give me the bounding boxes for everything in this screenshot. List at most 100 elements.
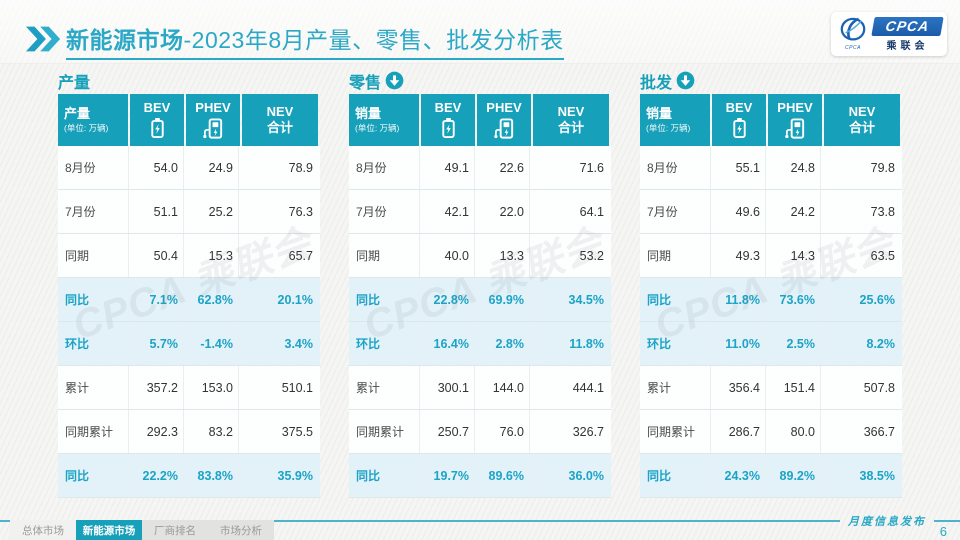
row-label: 同比 (647, 469, 672, 483)
table-row: 8月份 55.1 24.8 79.8 (640, 146, 902, 190)
row-label: 同期 (356, 249, 381, 263)
cell-nev: 375.5 (238, 410, 320, 453)
cell-bev: 49.6 (710, 190, 765, 233)
nev-label-line1: NEV (848, 104, 876, 119)
cell-phev: 62.8% (183, 278, 238, 321)
double-chevron-icon (26, 26, 62, 52)
header-nev-cell: NEV 合计 (533, 94, 609, 146)
cell-nev: 63.5 (820, 234, 902, 277)
row-label: 环比 (356, 337, 381, 351)
nav-tab-4[interactable]: 市场分析 (208, 520, 274, 540)
cell-bev: 356.4 (710, 366, 765, 409)
measure-label: 销量 (646, 106, 673, 121)
cell-bev: 250.7 (419, 410, 474, 453)
cell-nev: 78.9 (238, 146, 320, 189)
header-measure-cell: 销量 (单位: 万辆) (349, 94, 419, 146)
charging-station-icon (784, 117, 807, 140)
cell-bev: 5.7% (128, 322, 183, 365)
unit-label: (单位: 万辆) (646, 123, 691, 133)
cell-phev: 24.9 (183, 146, 238, 189)
phev-label: PHEV (195, 99, 231, 115)
cell-phev: 151.4 (765, 366, 820, 409)
nev-label-line1: NEV (266, 104, 294, 119)
nav-tab-2[interactable]: 新能源市场 (76, 520, 142, 540)
row-label: 8月份 (356, 161, 387, 175)
nav-tab-1[interactable]: 总体市场 (10, 520, 76, 540)
cell-nev: 8.2% (820, 322, 902, 365)
table-header-row: 销量 (单位: 万辆) BEV PHEV NEV 合计 (640, 94, 902, 146)
cell-bev: 49.3 (710, 234, 765, 277)
bev-label: BEV (143, 99, 171, 115)
table-row: 累计 357.2 153.0 510.1 (58, 366, 320, 410)
table-row: 7月份 51.1 25.2 76.3 (58, 190, 320, 234)
cell-nev: 71.6 (529, 146, 611, 189)
logo-cn-text: 乘联会 (886, 40, 929, 52)
bev-label: BEV (434, 99, 462, 115)
row-label: 累计 (356, 381, 381, 395)
nav-tab-3[interactable]: 厂商排名 (142, 520, 208, 540)
table-row: 同比 11.8% 73.6% 25.6% (640, 278, 902, 322)
cell-bev: 357.2 (128, 366, 183, 409)
table-row: 环比 5.7% -1.4% 3.4% (58, 322, 320, 366)
emblem-caption: CPCA (845, 45, 861, 51)
row-label: 同期累计 (647, 425, 696, 439)
page-title-main: 新能源市场 (66, 27, 184, 53)
table-row: 环比 11.0% 2.5% 8.2% (640, 322, 902, 366)
cell-nev: 510.1 (238, 366, 320, 409)
row-label: 同比 (356, 293, 381, 307)
cell-phev: 24.2 (765, 190, 820, 233)
header-phev-cell: PHEV (186, 94, 240, 146)
table-row: 同期 40.0 13.3 53.2 (349, 234, 611, 278)
section-title-text: 批发 (640, 74, 673, 92)
table-section-production: 产量 产量 (单位: 万辆) BEV PHEV NEV 合计 8月份 54.0 24.9 78.9 7… (58, 68, 320, 498)
down-arrow-icon (385, 71, 404, 90)
battery-icon (148, 117, 167, 140)
row-label: 环比 (647, 337, 672, 351)
cell-phev: 2.8% (474, 322, 529, 365)
cell-nev: 20.1% (238, 278, 320, 321)
cell-nev: 36.0% (529, 454, 611, 497)
cell-bev: 11.0% (710, 322, 765, 365)
row-label: 同比 (65, 293, 90, 307)
header-band (0, 0, 960, 64)
cell-bev: 42.1 (419, 190, 474, 233)
section-title-text: 产量 (58, 74, 91, 92)
table-row: 同期累计 250.7 76.0 326.7 (349, 410, 611, 454)
table-row: 同期累计 292.3 83.2 375.5 (58, 410, 320, 454)
cell-nev: 53.2 (529, 234, 611, 277)
bottom-nav: 总体市场 新能源市场 厂商排名 市场分析 (10, 520, 274, 540)
row-label: 同期 (647, 249, 672, 263)
cell-phev: 22.0 (474, 190, 529, 233)
section-title: 产量 (58, 68, 320, 93)
cell-phev: 13.3 (474, 234, 529, 277)
table-row: 7月份 42.1 22.0 64.1 (349, 190, 611, 234)
cell-phev: 89.6% (474, 454, 529, 497)
table-section-wholesale: 批发 销量 (单位: 万辆) BEV PHEV NEV 合计 8月份 55.1 24.8 79.8 7… (640, 68, 902, 498)
nev-label-line2: 合计 (266, 120, 293, 135)
header-nev-cell: NEV 合计 (242, 94, 318, 146)
cpca-emblem-icon: CPCA (836, 17, 870, 51)
row-label: 7月份 (647, 205, 678, 219)
row-label: 同比 (647, 293, 672, 307)
row-label: 同期 (65, 249, 90, 263)
table-header-row: 产量 (单位: 万辆) BEV PHEV NEV 合计 (58, 94, 320, 146)
header-phev-cell: PHEV (477, 94, 531, 146)
table-row: 累计 300.1 144.0 444.1 (349, 366, 611, 410)
row-label: 7月份 (65, 205, 96, 219)
cell-phev: 25.2 (183, 190, 238, 233)
table-row: 同比 22.8% 69.9% 34.5% (349, 278, 611, 322)
cell-nev: 35.9% (238, 454, 320, 497)
cell-nev: 11.8% (529, 322, 611, 365)
cell-bev: 22.2% (128, 454, 183, 497)
header-bev-cell: BEV (712, 94, 766, 146)
cell-nev: 25.6% (820, 278, 902, 321)
measure-label: 销量 (355, 106, 382, 121)
row-label: 8月份 (65, 161, 96, 175)
cell-bev: 49.1 (419, 146, 474, 189)
cell-bev: 54.0 (128, 146, 183, 189)
table-row: 同期累计 286.7 80.0 366.7 (640, 410, 902, 454)
section-title: 批发 (640, 68, 902, 93)
unit-label: (单位: 万辆) (355, 123, 400, 133)
cell-bev: 286.7 (710, 410, 765, 453)
header-bev-cell: BEV (130, 94, 184, 146)
